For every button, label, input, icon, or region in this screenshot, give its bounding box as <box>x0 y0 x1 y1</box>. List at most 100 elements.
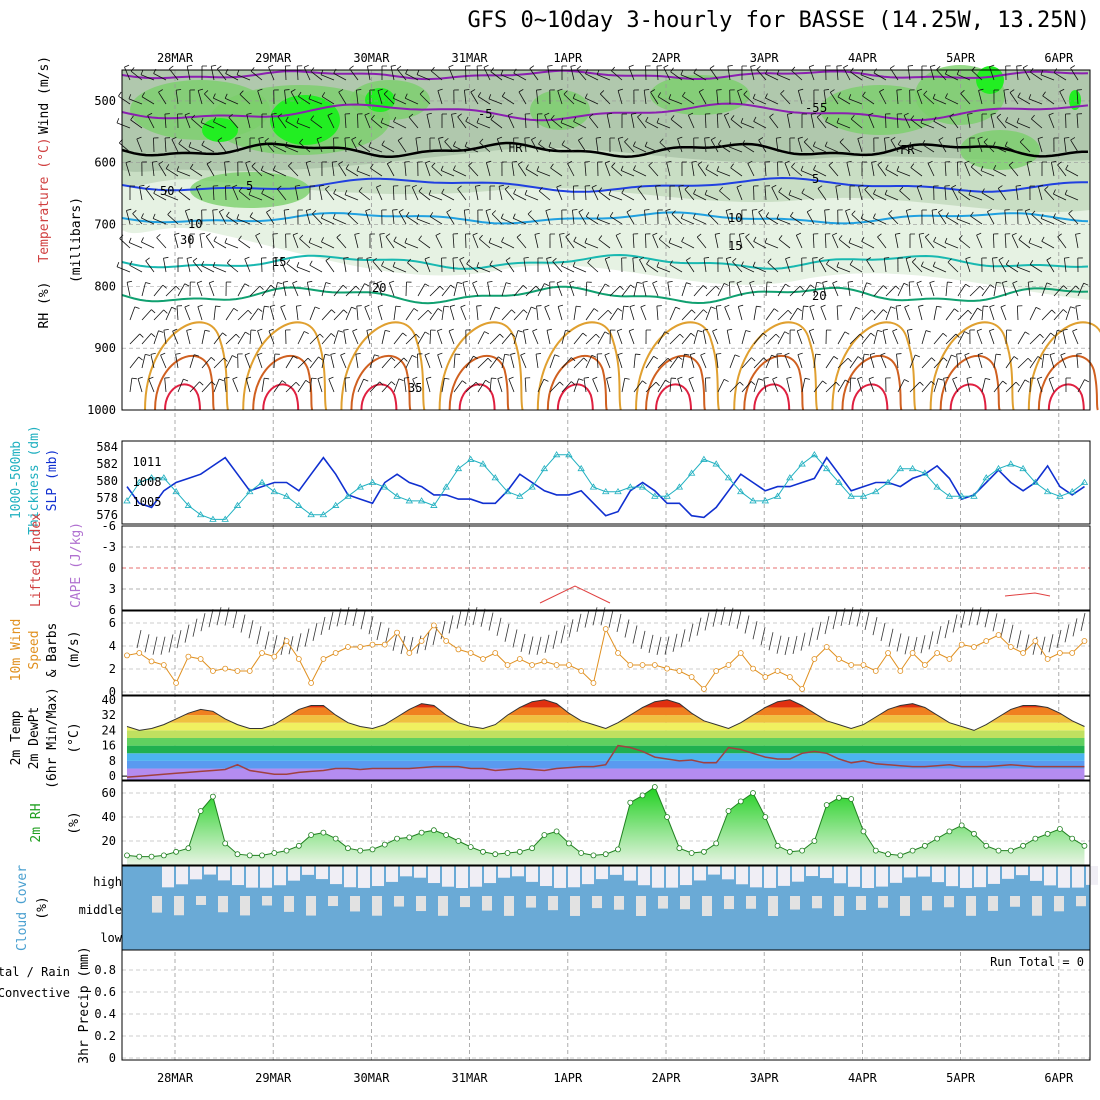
wind10-speed-line-marker <box>995 632 1002 638</box>
wind-barb <box>426 114 431 129</box>
wind-barb <box>795 235 803 249</box>
wind-barb <box>921 265 935 273</box>
wind-barb <box>904 306 911 321</box>
wind-barb <box>357 379 364 393</box>
wind-barb <box>687 115 695 129</box>
wind-barb <box>681 282 687 297</box>
wind10-speed-line-marker <box>921 662 928 668</box>
wind-barb-flag <box>712 328 718 332</box>
wind10-speed-line-marker <box>185 653 192 660</box>
wind-barb <box>321 309 332 321</box>
wind-barb <box>916 282 923 297</box>
wind-barb <box>199 234 203 249</box>
wind-barb-flag <box>870 332 875 337</box>
wind-barb <box>700 354 707 369</box>
wind-barb <box>657 331 665 345</box>
wind-barb-flag <box>412 376 418 380</box>
wind-barb <box>705 285 717 297</box>
wind-barb-flag <box>448 64 454 68</box>
cloud-high-gap <box>750 866 762 888</box>
rh2m-line-marker <box>639 792 646 799</box>
precip-tick: 0.4 <box>94 1007 116 1021</box>
cloud-mid-gap <box>416 896 426 912</box>
wind-barb <box>648 165 659 177</box>
wind-barb <box>693 72 707 81</box>
wind-barb-flag <box>1057 161 1062 166</box>
wind-barb <box>910 167 923 177</box>
wind-barb-flag <box>331 309 336 314</box>
wind-barb-flag <box>169 65 174 70</box>
wind-barb <box>897 379 905 393</box>
wind-barb-flag <box>882 328 888 331</box>
wind-barb-flag <box>772 376 778 380</box>
wind-barb <box>441 193 455 201</box>
wind-barb-flag <box>728 142 732 148</box>
wind-barb <box>277 188 287 201</box>
wind-barb <box>249 285 261 297</box>
contour-label: FR <box>508 141 523 155</box>
wind-barb <box>156 237 167 249</box>
wind-barb <box>534 234 539 249</box>
rh2m-line-marker <box>418 829 425 836</box>
wind-barb <box>273 354 276 369</box>
wind-barb <box>261 378 265 393</box>
wind-barb-flag <box>917 88 923 92</box>
wind-barb-flag <box>716 305 722 307</box>
wind-barb-flag <box>880 352 886 356</box>
wind-barb <box>425 162 431 177</box>
lifted-index-tick: 0 <box>109 561 116 575</box>
wind-barb-flag <box>233 307 239 312</box>
wind-barb <box>321 217 335 225</box>
wind-barb-flag <box>771 354 777 358</box>
wind-barb-flag <box>709 65 715 69</box>
wind-barb <box>670 71 683 81</box>
wind-barb-flag <box>989 304 995 308</box>
wind10-speed-line-marker <box>443 638 450 644</box>
wind10-barb <box>704 612 710 631</box>
wind-barb <box>993 145 1007 153</box>
wind-barb <box>453 354 456 369</box>
cloud-high-gap <box>218 866 230 881</box>
wind-barb <box>970 215 983 225</box>
wind-barb <box>352 330 359 345</box>
wind-barb <box>576 69 587 81</box>
wind-barb <box>316 138 323 153</box>
wind-barb-flag <box>1068 209 1073 214</box>
wind-barb-flag <box>896 166 900 171</box>
wind-barb <box>921 144 935 153</box>
wind10-barb <box>920 635 926 654</box>
wind-barb <box>472 234 479 249</box>
wind-barb-flag <box>897 139 902 145</box>
wind-barb <box>1037 138 1043 153</box>
wind-barb-flag <box>304 331 309 335</box>
wind-barb <box>929 282 935 297</box>
wind-barb-flag <box>623 305 629 308</box>
contour-30 <box>144 321 229 411</box>
wind-barb-flag <box>828 161 834 166</box>
wind10-barb <box>312 622 318 641</box>
wind-barb-flag <box>919 232 925 235</box>
wind-barb <box>666 162 671 177</box>
wind-barb-flag <box>618 136 624 139</box>
rh-patch-bright <box>976 66 1004 94</box>
cloud-high-gap <box>372 866 384 887</box>
wind-barb <box>153 330 159 345</box>
wind-barb-flag <box>809 64 815 68</box>
wind10-speed-line-marker <box>566 662 572 668</box>
wind-barb <box>344 378 347 393</box>
wind-barb <box>669 356 679 369</box>
wind-barb <box>916 90 923 105</box>
rh2m-line-marker <box>860 828 867 835</box>
thickness-line-marker <box>810 451 819 458</box>
pressure-tick: 800 <box>94 279 116 293</box>
wind-barb <box>393 121 407 129</box>
wind-barb <box>225 73 239 81</box>
wind-barb-flag <box>790 211 794 217</box>
cloud-mid-gap <box>306 896 316 916</box>
wind-barb <box>245 378 251 393</box>
wind-barb-flag <box>740 117 744 123</box>
wind-barb <box>417 309 429 321</box>
wind-barb <box>970 166 983 177</box>
wind-barb-flag <box>470 89 476 93</box>
cloud-high-gap <box>764 866 776 888</box>
